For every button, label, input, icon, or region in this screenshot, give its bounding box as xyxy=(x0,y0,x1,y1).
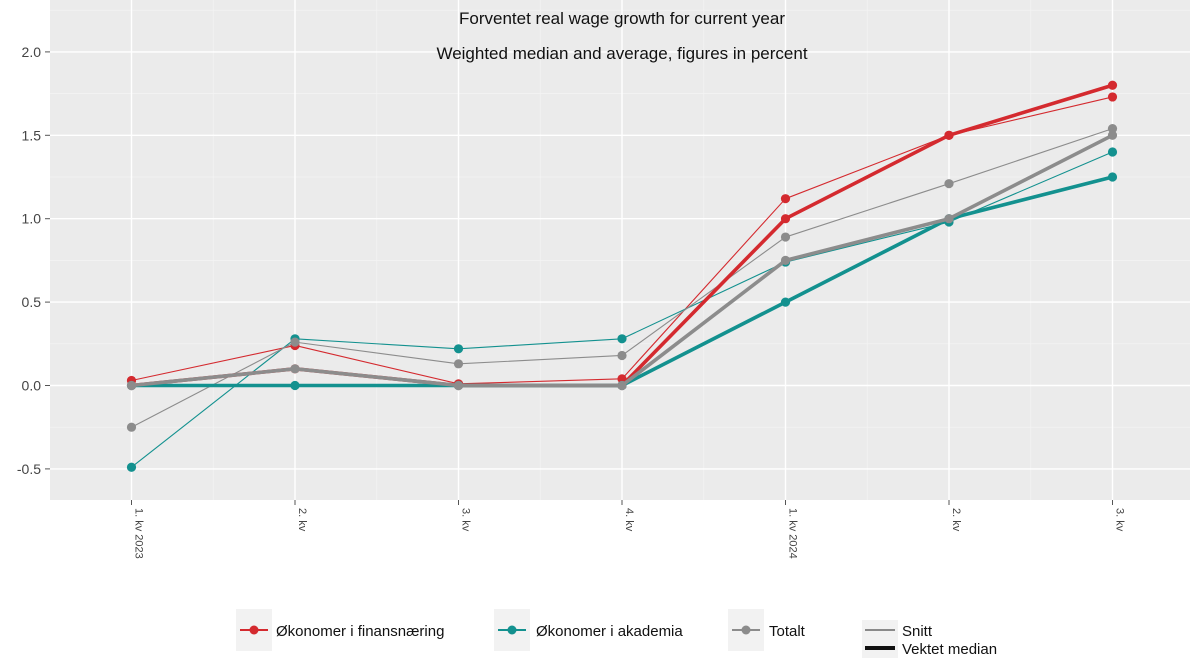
y-tick-label: 2.0 xyxy=(22,44,42,60)
legend-label-akademia: Økonomer i akademia xyxy=(536,623,683,640)
x-axis: 1. kv 2023 2. kv 3. kv 4. kv 1. kv 2024 2. kv… xyxy=(131,500,1126,559)
data-point--konomer-i-akademia-snitt xyxy=(617,334,627,344)
y-tick-label: 0.5 xyxy=(22,294,42,310)
data-point-totalt-snitt xyxy=(1107,124,1118,134)
data-point-totalt-snitt xyxy=(944,179,954,189)
data-point-totalt-median xyxy=(453,380,464,391)
data-point-totalt-median xyxy=(1107,130,1118,140)
legend-item-snitt: Snitt xyxy=(862,620,933,640)
legend-label-finans: Økonomer i finansnæring xyxy=(276,623,444,640)
x-tick-label: 3. kv xyxy=(1114,508,1126,532)
y-tick-label: -0.5 xyxy=(17,461,41,477)
legend: Økonomer i finansnæring Økonomer i akade… xyxy=(236,609,997,658)
x-tick-label: 2. kv xyxy=(296,508,308,532)
series-layer xyxy=(126,80,1118,472)
data-point--konomer-i-finansn-ring-median xyxy=(1107,80,1118,90)
data-point-totalt-snitt xyxy=(126,422,137,432)
x-tick-label: 3. kv xyxy=(460,508,472,532)
data-point-totalt-snitt xyxy=(780,232,791,242)
data-point-totalt-median xyxy=(617,380,627,391)
x-tick-label: 1. kv 2023 xyxy=(133,508,145,559)
data-point-totalt-median xyxy=(290,364,300,374)
chart-subtitle: Weighted median and average, figures in … xyxy=(436,44,807,63)
data-point--konomer-i-finansn-ring-median xyxy=(944,130,954,140)
x-tick-label: 2. kv xyxy=(950,508,962,532)
legend-item-finans: Økonomer i finansnæring xyxy=(236,609,444,651)
y-tick-label: 1.5 xyxy=(22,127,42,143)
legend-label-vektet-median: Vektet median xyxy=(902,641,997,658)
x-tick-label: 4. kv xyxy=(623,508,635,532)
chart-title: Forventet real wage growth for current y… xyxy=(459,9,785,28)
legend-label-snitt: Snitt xyxy=(902,623,933,640)
x-tick-label: 1. kv 2024 xyxy=(787,508,799,559)
data-point--konomer-i-akademia-snitt xyxy=(1107,147,1118,157)
data-point-totalt-median xyxy=(126,380,137,391)
y-tick-label: 1.0 xyxy=(22,211,42,227)
data-point--konomer-i-akademia-snitt xyxy=(126,462,137,472)
data-point--konomer-i-akademia-median xyxy=(290,380,300,391)
data-point-totalt-median xyxy=(780,255,791,265)
data-point-totalt-snitt xyxy=(453,359,464,369)
grid-minor xyxy=(50,0,1190,500)
data-point-totalt-median xyxy=(944,214,954,224)
legend-label-totalt: Totalt xyxy=(769,623,806,640)
legend-item-akademia: Økonomer i akademia xyxy=(494,609,683,651)
legend-item-totalt: Totalt xyxy=(728,609,806,651)
plot-panel xyxy=(50,0,1190,500)
data-point-totalt-snitt xyxy=(290,337,300,347)
legend-item-vektet-median: Vektet median xyxy=(862,640,997,658)
data-point--konomer-i-finansn-ring-snitt xyxy=(1107,92,1118,102)
data-point--konomer-i-finansn-ring-median xyxy=(780,214,791,224)
data-point-totalt-snitt xyxy=(617,350,627,361)
data-point--konomer-i-akademia-median xyxy=(780,297,791,307)
data-point--konomer-i-akademia-snitt xyxy=(453,344,464,354)
data-point--konomer-i-finansn-ring-snitt xyxy=(780,194,791,204)
y-tick-label: 0.0 xyxy=(22,378,42,394)
y-axis: -0.5 0.0 0.5 1.0 1.5 2.0 xyxy=(17,44,50,477)
data-point--konomer-i-akademia-median xyxy=(1107,172,1118,182)
